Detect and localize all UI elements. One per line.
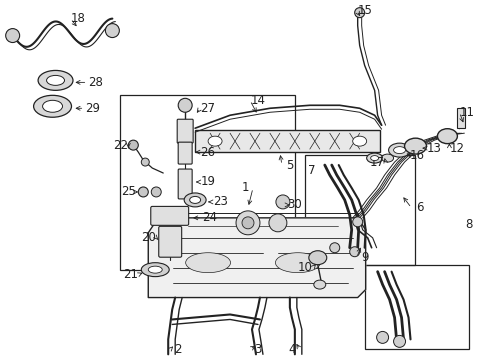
Ellipse shape	[34, 95, 71, 117]
FancyBboxPatch shape	[178, 142, 192, 164]
Bar	[120, 95, 294, 270]
Text: 28: 28	[88, 76, 102, 89]
Ellipse shape	[370, 156, 378, 161]
Circle shape	[352, 217, 362, 227]
Bar	[364, 265, 468, 349]
Text: 12: 12	[449, 141, 464, 155]
Text: 14: 14	[250, 94, 265, 107]
Ellipse shape	[275, 253, 320, 273]
Bar	[304, 155, 414, 265]
Circle shape	[393, 336, 405, 347]
Text: 6: 6	[415, 201, 423, 215]
Circle shape	[275, 195, 289, 209]
Text: 19: 19	[200, 175, 215, 189]
Ellipse shape	[185, 253, 230, 273]
Circle shape	[349, 247, 359, 257]
Circle shape	[376, 332, 388, 343]
Text: 9: 9	[360, 251, 367, 264]
Text: 10: 10	[297, 261, 312, 274]
Text: 20: 20	[141, 231, 155, 244]
Circle shape	[178, 98, 192, 112]
Ellipse shape	[437, 129, 456, 144]
Text: 23: 23	[212, 195, 227, 208]
Ellipse shape	[388, 143, 410, 157]
Circle shape	[128, 140, 138, 150]
Circle shape	[6, 28, 20, 42]
Ellipse shape	[148, 266, 162, 273]
Text: 3: 3	[254, 343, 261, 356]
Text: 27: 27	[200, 102, 215, 115]
Ellipse shape	[352, 136, 366, 146]
Circle shape	[236, 211, 260, 235]
Ellipse shape	[38, 71, 73, 90]
Ellipse shape	[393, 147, 405, 154]
Text: 4: 4	[287, 343, 295, 356]
Circle shape	[105, 24, 119, 37]
Text: 2: 2	[174, 343, 182, 356]
Text: 29: 29	[85, 102, 100, 115]
Bar	[195, 130, 379, 152]
Text: 30: 30	[287, 198, 302, 211]
FancyBboxPatch shape	[159, 226, 182, 257]
Circle shape	[329, 243, 339, 253]
Text: 26: 26	[200, 145, 215, 159]
Circle shape	[242, 217, 253, 229]
Ellipse shape	[141, 263, 169, 276]
Ellipse shape	[189, 197, 200, 203]
Text: 5: 5	[285, 158, 293, 172]
Ellipse shape	[366, 153, 382, 163]
Text: 18: 18	[71, 12, 86, 25]
Circle shape	[141, 158, 149, 166]
Ellipse shape	[381, 154, 393, 162]
Ellipse shape	[46, 75, 64, 85]
Text: 24: 24	[202, 211, 217, 224]
Ellipse shape	[308, 251, 326, 265]
Circle shape	[138, 187, 148, 197]
Text: 17: 17	[369, 156, 385, 168]
FancyBboxPatch shape	[150, 206, 188, 225]
Circle shape	[268, 214, 286, 232]
Text: 1: 1	[241, 181, 248, 194]
Text: 13: 13	[426, 141, 441, 155]
Text: 25: 25	[121, 185, 136, 198]
Ellipse shape	[208, 136, 222, 146]
FancyBboxPatch shape	[177, 119, 193, 143]
Text: 11: 11	[459, 106, 474, 119]
Polygon shape	[148, 218, 365, 298]
Text: 15: 15	[357, 4, 371, 17]
Bar	[456, 108, 465, 128]
Ellipse shape	[184, 193, 205, 207]
Text: 7: 7	[307, 163, 315, 176]
Text: 21: 21	[122, 268, 138, 281]
Circle shape	[151, 187, 161, 197]
Ellipse shape	[42, 100, 62, 112]
FancyBboxPatch shape	[178, 169, 192, 199]
Ellipse shape	[404, 138, 426, 154]
Text: 16: 16	[409, 149, 424, 162]
Circle shape	[354, 8, 364, 18]
Ellipse shape	[313, 280, 325, 289]
Text: 8: 8	[465, 218, 472, 231]
Text: 22: 22	[113, 139, 127, 152]
